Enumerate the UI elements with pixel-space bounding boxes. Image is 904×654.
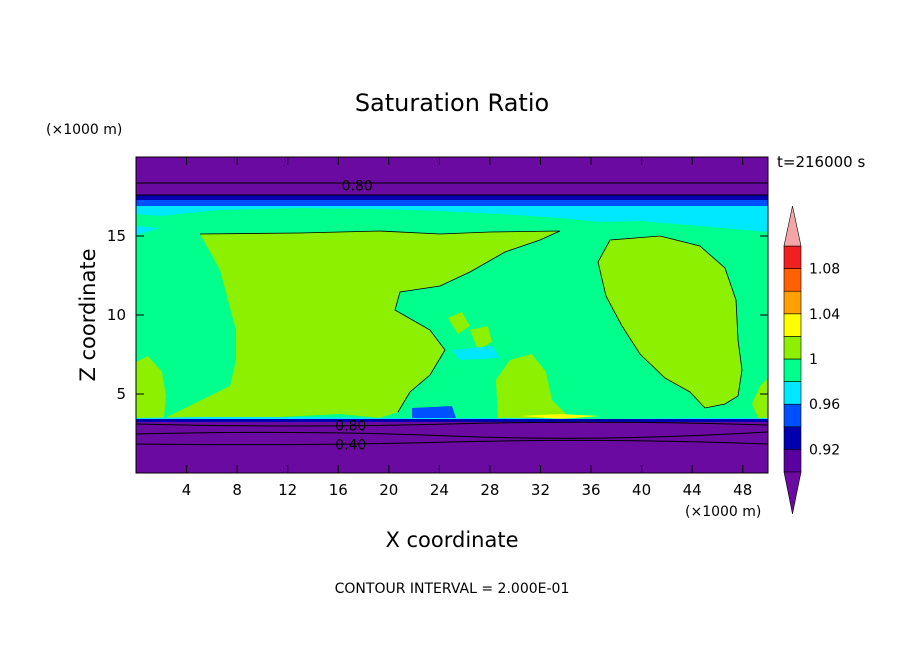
- contour-line-lower-0.40: [136, 439, 768, 446]
- y-tick-label: 15: [107, 227, 126, 245]
- x-tick-label: 16: [329, 481, 348, 499]
- y-tick-label: 10: [107, 306, 126, 324]
- colorbar-label: 0.92: [809, 442, 840, 458]
- y-axis: 5 10 15: [107, 227, 768, 403]
- x-tick-label: 44: [683, 481, 702, 499]
- moist-region-edge-right: [752, 378, 768, 418]
- x-tick-label: 24: [430, 481, 449, 499]
- contour-interval-note: CONTOUR INTERVAL = 2.000E-01: [335, 581, 570, 597]
- colorbar-box: [783, 268, 802, 292]
- blue-streak: [412, 406, 456, 418]
- y-axis-title: Z coordinate: [76, 248, 100, 381]
- chart-title: Saturation Ratio: [355, 89, 549, 117]
- upper-band-patch-left: [136, 226, 160, 234]
- colorbar-label: 1: [809, 352, 818, 368]
- lower-band-0.92: [136, 419, 768, 422]
- time-label: t=216000 s: [777, 153, 865, 171]
- contour-labels: 0.80 0.80 0.40: [335, 178, 372, 453]
- contour-label: 0.40: [335, 438, 366, 454]
- contour-line-lower-0.80: [136, 421, 768, 427]
- x-axis: 4 8 12 16 20 24 28 32 36 40 44 48: [182, 157, 752, 499]
- contour-label: 0.80: [342, 178, 373, 194]
- moist-hole-1: [400, 290, 440, 316]
- y-unit-label: (×1000 m): [46, 122, 122, 138]
- saturation-field: [136, 157, 768, 473]
- moist-region-center: [496, 354, 570, 418]
- colorbar-box: [783, 313, 802, 337]
- colorbar-box: [783, 381, 802, 405]
- colorbar: 1.08 1.04 1 0.96 0.92: [783, 205, 840, 515]
- colorbar-box: [783, 358, 802, 382]
- x-tick-label: 4: [182, 481, 192, 499]
- upper-band-0.92: [136, 195, 768, 200]
- x-tick-label: 8: [232, 481, 242, 499]
- moist-region-edge-left: [136, 356, 166, 418]
- colorbar-box: [783, 336, 802, 360]
- upper-dry-layer: [136, 157, 768, 195]
- x-tick-label: 36: [581, 481, 600, 499]
- colorbar-label: 0.96: [809, 397, 840, 413]
- x-axis-title: X coordinate: [385, 528, 518, 552]
- colorbar-under-triangle: [783, 471, 802, 515]
- colorbar-box: [783, 245, 802, 269]
- x-tick-label: 28: [480, 481, 499, 499]
- x-unit-label: (×1000 m): [685, 504, 761, 520]
- colorbar-box: [783, 403, 802, 428]
- cyan-streak: [452, 346, 500, 360]
- x-tick-label: 12: [278, 481, 297, 499]
- x-tick-label: 20: [379, 481, 398, 499]
- moist-region-left: [165, 231, 560, 419]
- x-tick-label: 32: [531, 481, 550, 499]
- supersat-patch: [520, 414, 600, 419]
- upper-band-0.98: [136, 206, 768, 232]
- moist-blob-2: [470, 326, 492, 350]
- y-tick-label: 5: [116, 385, 126, 403]
- colorbar-over-triangle: [783, 205, 802, 247]
- lower-dry-layer: [136, 421, 768, 473]
- x-tick-label: 48: [733, 481, 752, 499]
- contour-line-lower-mid: [136, 431, 768, 439]
- x-tick-label: 40: [632, 481, 651, 499]
- colorbar-label: 1.04: [809, 307, 840, 323]
- colorbar-label: 1.08: [809, 262, 840, 278]
- colorbar-box: [783, 449, 802, 473]
- colorbar-box: [783, 426, 802, 450]
- upper-band-0.96: [136, 200, 768, 206]
- moist-region-right: [598, 236, 742, 408]
- contour-line-moist-left: [199, 230, 561, 413]
- contour-label: 0.80: [335, 419, 366, 435]
- contour-line-moist-right: [597, 235, 743, 409]
- moist-blob-1: [448, 312, 470, 334]
- colorbar-box: [783, 290, 802, 315]
